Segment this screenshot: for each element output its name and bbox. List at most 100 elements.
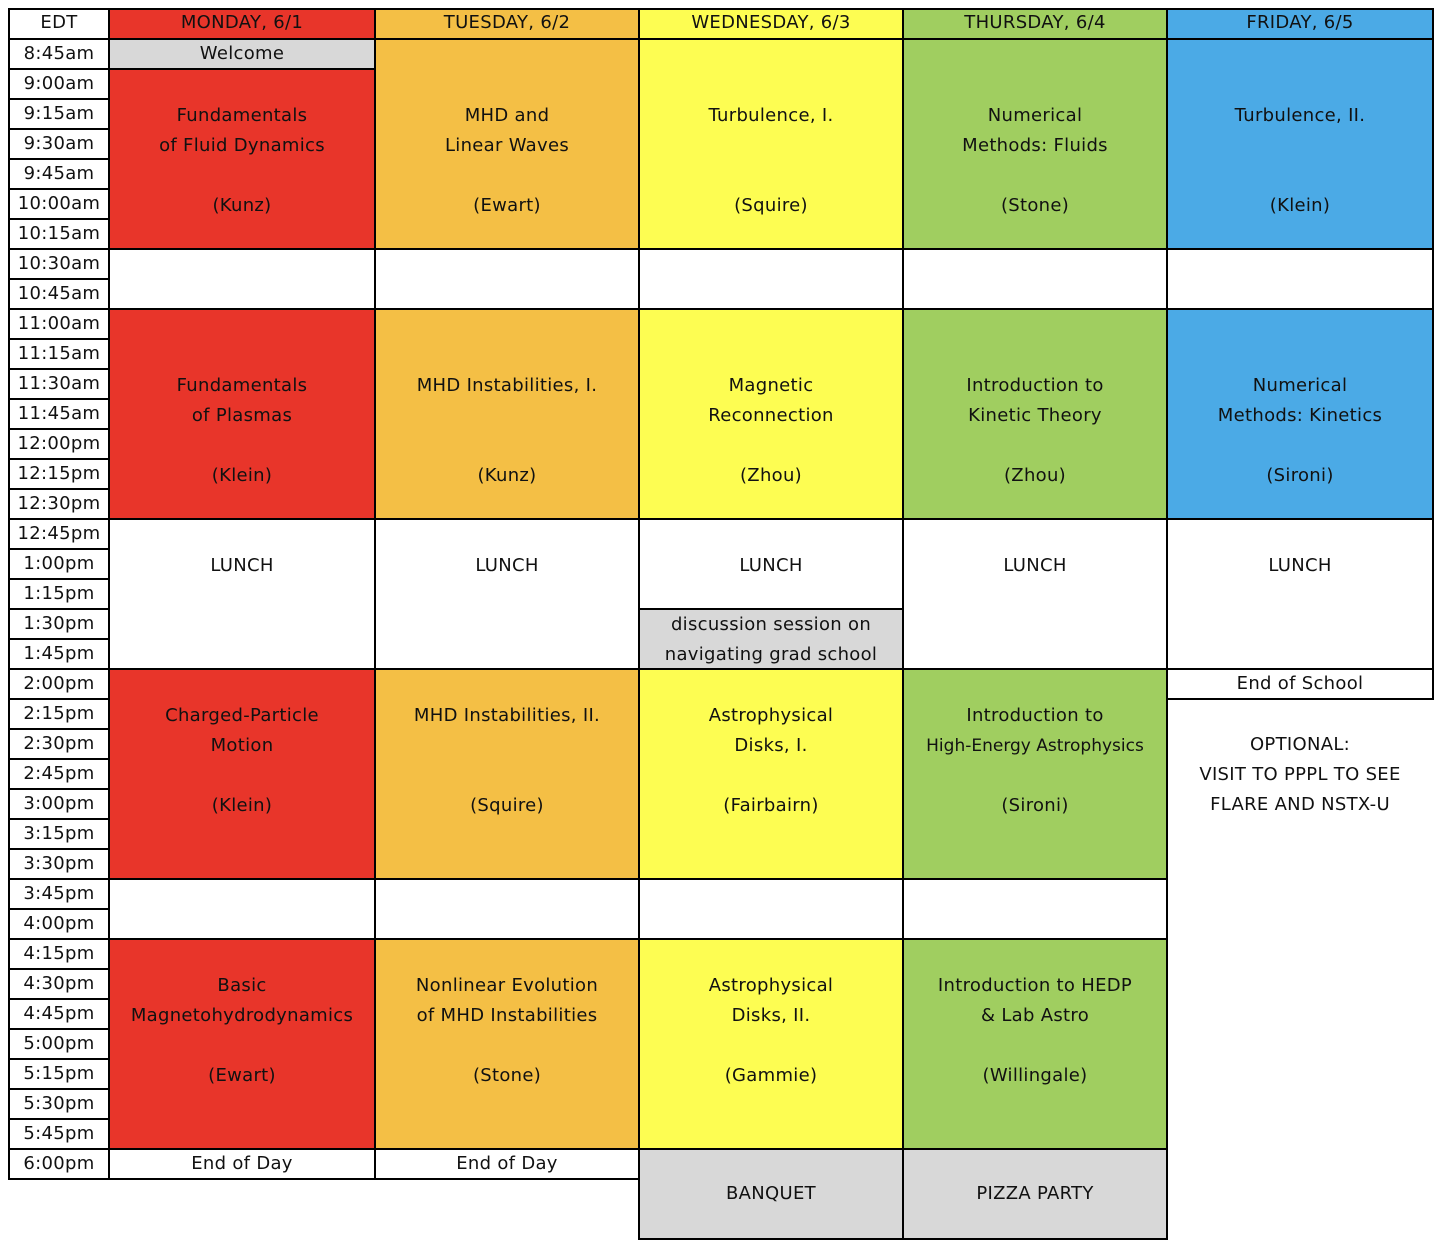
session-speaker: (Klein) [211,465,273,486]
time-slot: 10:45am [8,278,110,310]
time-slot: 11:15am [8,338,110,370]
time-slot: 9:45am [8,158,110,190]
monday-session-1: Fundamentals of Fluid Dynamics (Kunz) [108,68,376,250]
header-wednesday: WEDNESDAY, 6/3 [638,8,904,40]
session-title-line-2: Reconnection [708,405,834,426]
time-slot: 5:30pm [8,1088,110,1120]
time-slot: 1:00pm [8,548,110,580]
time-slot: 12:30pm [8,488,110,520]
session-title-line-1: Turbulence, I. [708,105,834,126]
tuesday-session-3: MHD Instabilities, II. (Squire) [374,668,640,880]
session-title-line-1: Introduction to HEDP [937,975,1133,996]
session-speaker: (Sironi) [1266,465,1334,486]
time-slot: 2:00pm [8,668,110,700]
time-slot: 12:15pm [8,458,110,490]
tuesday-lunch: LUNCH [374,518,640,670]
wednesday-break-1 [638,248,904,310]
time-slot: 4:45pm [8,998,110,1030]
lunch-label: LUNCH [210,555,274,576]
time-slot: 2:30pm [8,728,110,760]
session-speaker: (Stone) [472,1065,542,1086]
session-title-line-2: Methods: Kinetics [1217,405,1383,426]
session-title-line-2: Motion [210,735,274,756]
header-edt: EDT [8,8,110,40]
time-slot: 11:00am [8,308,110,340]
session-speaker: (Kunz) [212,195,272,216]
session-speaker: (Ewart) [208,1065,276,1086]
wednesday-lunch: LUNCH [638,518,904,610]
monday-session-4: Basic Magnetohydrodynamics (Ewart) [108,938,376,1150]
session-title-line-2: High-Energy Astrophysics [926,736,1144,756]
time-slot: 2:45pm [8,758,110,790]
thursday-lunch: LUNCH [902,518,1168,670]
friday-session-2: Numerical Methods: Kinetics (Sironi) [1166,308,1434,520]
time-slot: 6:00pm [8,1148,110,1180]
time-slot: 9:00am [8,68,110,100]
time-slot: 3:45pm [8,878,110,910]
time-slot: 3:30pm [8,848,110,880]
lunch-label: LUNCH [739,555,803,576]
session-title-line-1: Numerical [987,105,1083,126]
tuesday-end-of-day: End of Day [374,1148,640,1180]
session-speaker: (Klein) [211,795,273,816]
monday-lunch: LUNCH [108,518,376,670]
header-monday: MONDAY, 6/1 [108,8,376,40]
time-slot: 5:45pm [8,1118,110,1150]
time-slot: 4:15pm [8,938,110,970]
wednesday-session-3: Astrophysical Disks, I. (Fairbairn) [638,668,904,880]
time-slot: 1:15pm [8,578,110,610]
wednesday-break-2 [638,878,904,940]
time-slot: 5:15pm [8,1058,110,1090]
time-slot: 10:15am [8,218,110,250]
session-speaker: (Klein) [1269,195,1331,216]
session-title-line-2: Disks, II. [731,1005,811,1026]
session-title-line-1: Astrophysical [708,705,834,726]
session-title-line-1: Turbulence, II. [1234,105,1366,126]
optional-line-2: VISIT TO PPPL TO SEE [1199,764,1401,785]
header-thursday: THURSDAY, 6/4 [902,8,1168,40]
tuesday-session-2: MHD Instabilities, I. (Kunz) [374,308,640,520]
header-friday: FRIDAY, 6/5 [1166,8,1434,40]
session-title-line-1: MHD Instabilities, I. [416,375,598,396]
time-slot: 9:30am [8,128,110,160]
time-slot: 11:30am [8,368,110,400]
time-slot: 12:00pm [8,428,110,460]
thursday-session-3: Introduction to High-Energy Astrophysics… [902,668,1168,880]
header-tuesday: TUESDAY, 6/2 [374,8,640,40]
wednesday-session-1: Turbulence, I. (Squire) [638,38,904,250]
monday-end-of-day: End of Day [108,1148,376,1180]
lunch-label: LUNCH [1003,555,1067,576]
session-title-line-2: of Plasmas [191,405,293,426]
time-slot: 4:00pm [8,908,110,940]
friday-end-of-school: End of School [1166,668,1434,700]
wednesday-discussion-session: discussion session on navigating grad sc… [638,608,904,670]
wednesday-session-2: Magnetic Reconnection (Zhou) [638,308,904,520]
tuesday-break-2 [374,878,640,940]
time-slot: 10:00am [8,188,110,220]
time-slot: 3:00pm [8,788,110,820]
session-title-line-2: of Fluid Dynamics [159,135,325,156]
session-title-line-1: Introduction to [966,375,1104,396]
evening-event-label: PIZZA PARTY [976,1183,1094,1204]
session-speaker: (Zhou) [739,465,802,486]
time-slot: 2:15pm [8,698,110,730]
session-speaker: (Gammie) [724,1065,818,1086]
lunch-label: LUNCH [1268,555,1332,576]
session-title-line-1: Introduction to [966,705,1104,726]
friday-lunch: LUNCH [1166,518,1434,670]
monday-session-2: Fundamentals of Plasmas (Klein) [108,308,376,520]
lunch-label: LUNCH [475,555,539,576]
optional-line-1: OPTIONAL: [1249,734,1351,755]
session-speaker: (Ewart) [473,195,541,216]
time-slot: 5:00pm [8,1028,110,1060]
friday-break-1 [1166,248,1434,310]
session-speaker: (Squire) [470,795,544,816]
session-title-line-1: MHD Instabilities, II. [413,705,601,726]
time-slot: 1:45pm [8,638,110,670]
time-slot: 12:45pm [8,518,110,550]
session-speaker: (Squire) [734,195,808,216]
thursday-break-1 [902,248,1168,310]
evening-event-label: BANQUET [726,1183,816,1204]
tuesday-session-4: Nonlinear Evolution of MHD Instabilities… [374,938,640,1150]
friday-optional-note: OPTIONAL: VISIT TO PPPL TO SEE FLARE AND… [1166,730,1434,820]
